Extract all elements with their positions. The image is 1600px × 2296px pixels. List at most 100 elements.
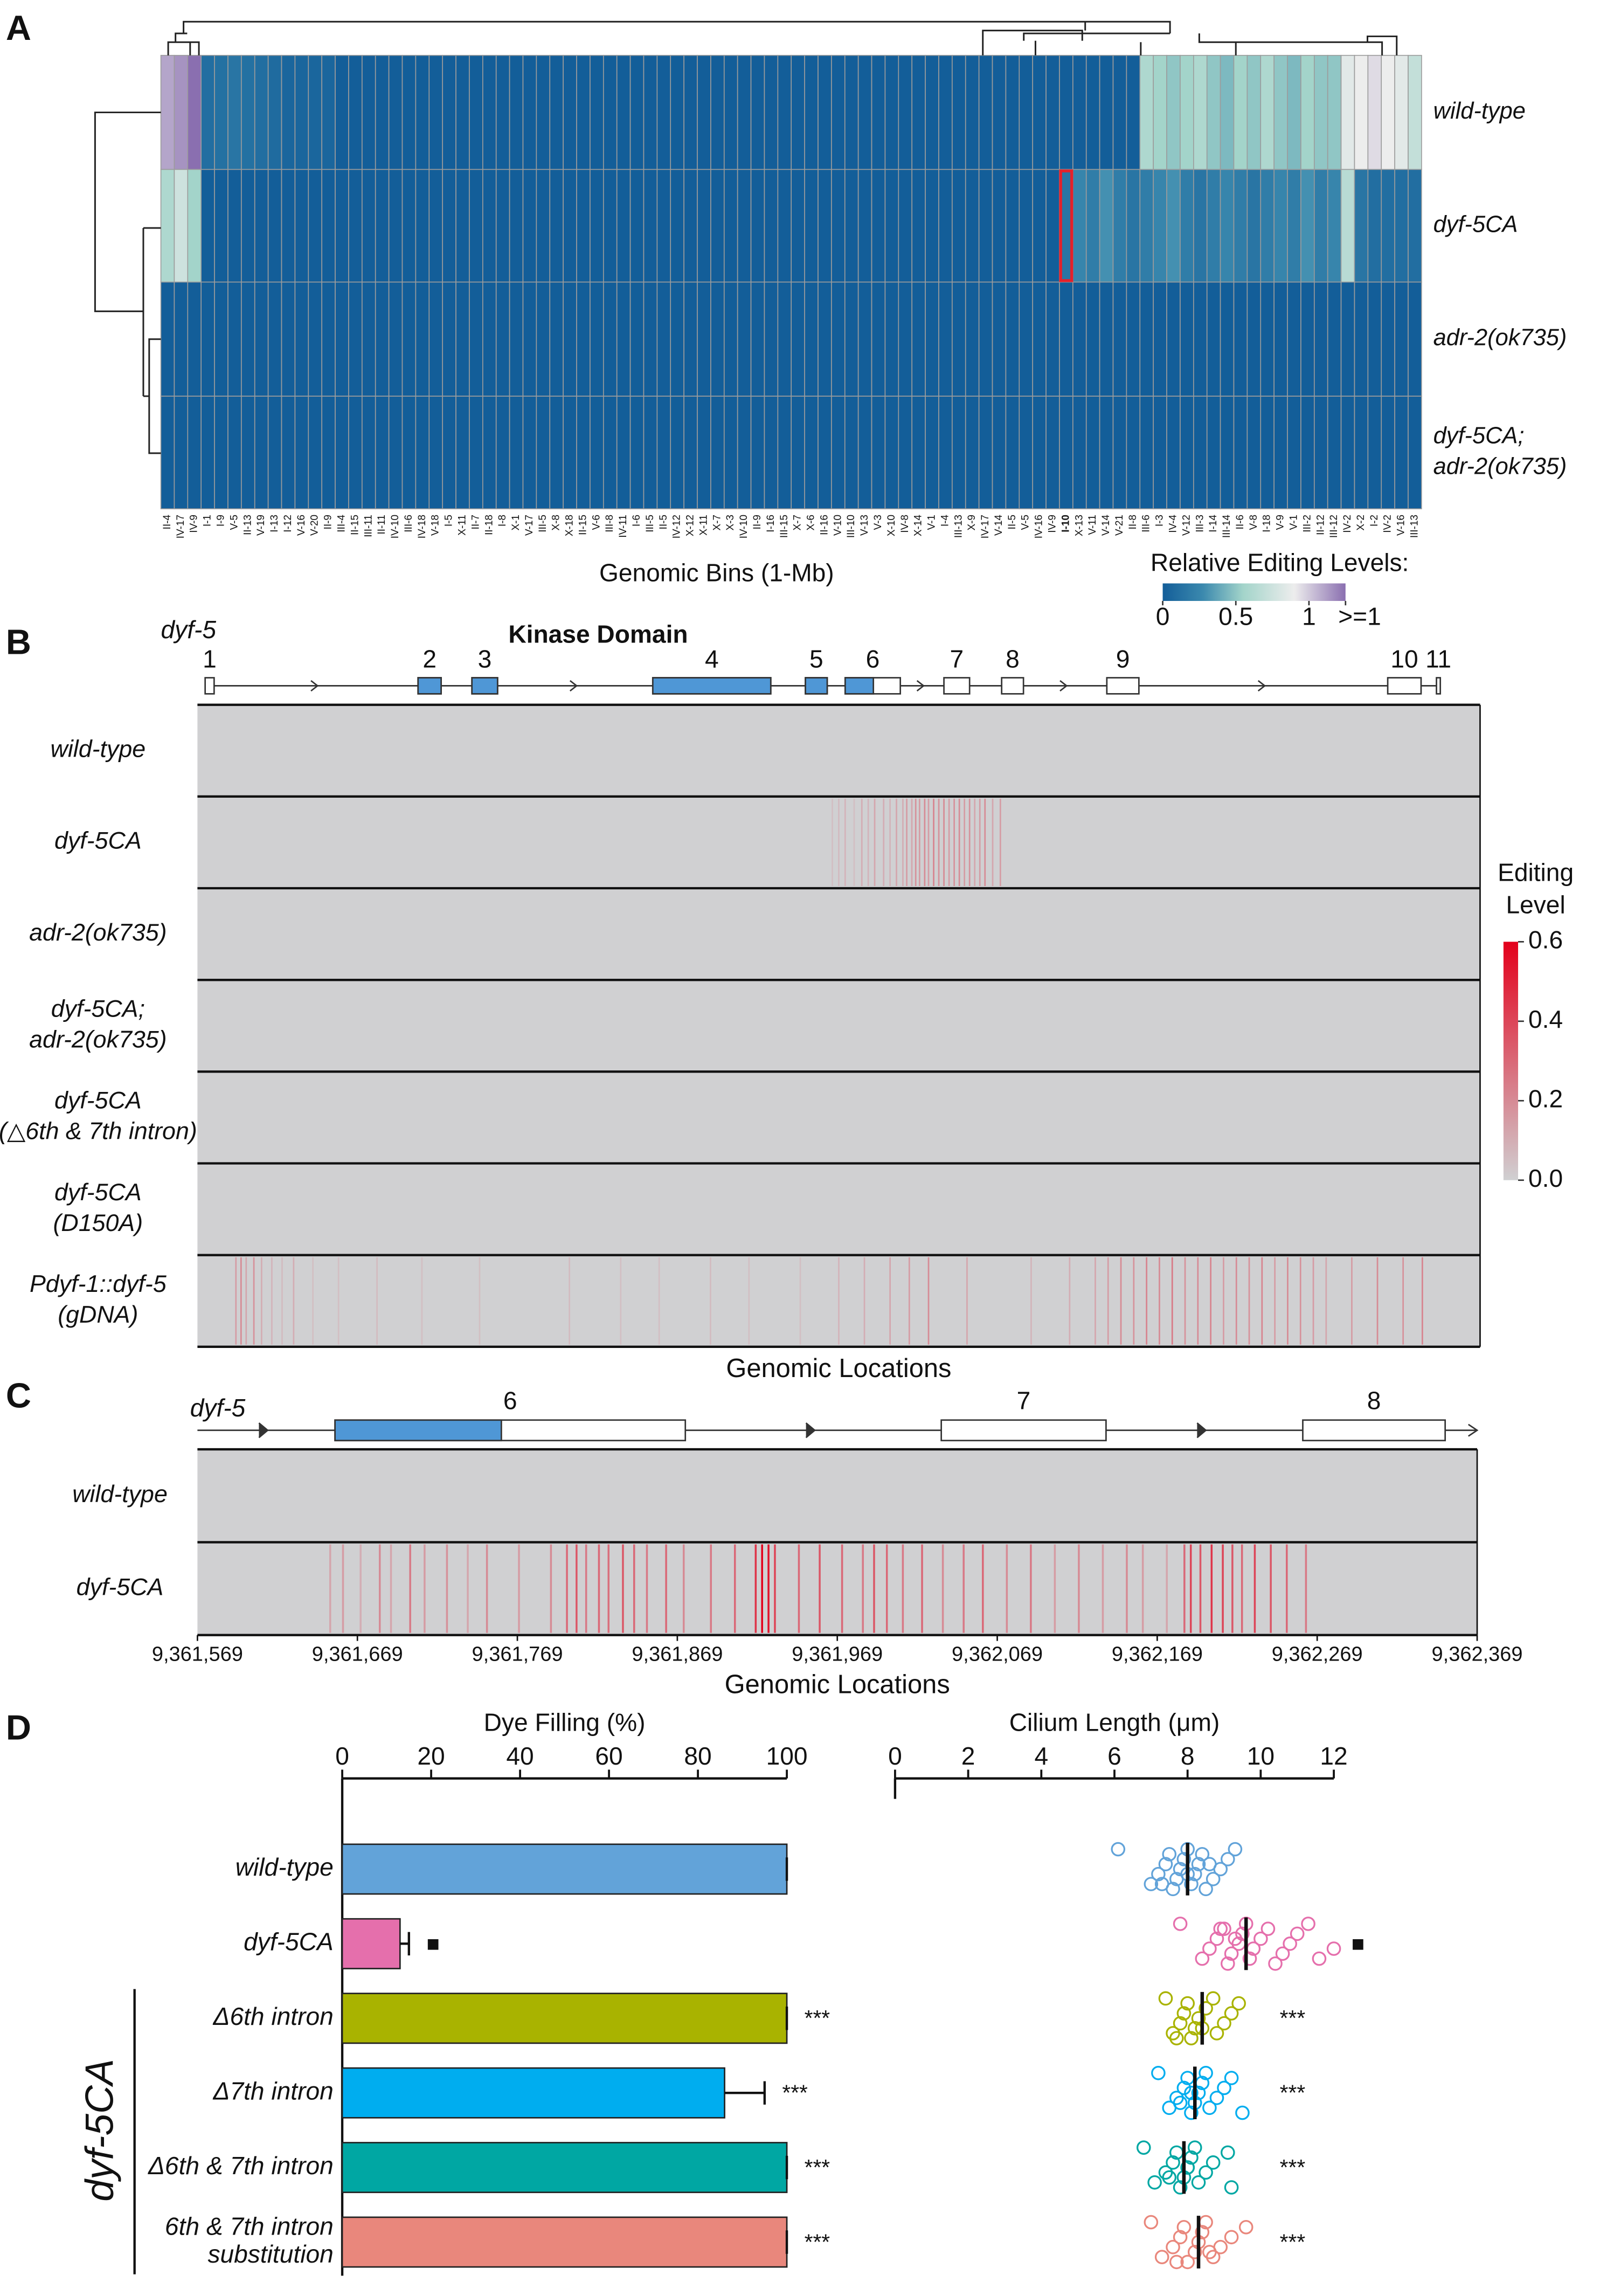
heatmap-cell xyxy=(174,281,189,397)
heatmap-cell xyxy=(1408,281,1422,397)
bin-label: X-13 xyxy=(1073,515,1085,536)
heatmap-cell xyxy=(469,54,483,170)
heatmap-cell xyxy=(375,281,390,397)
bin-label: III-4 xyxy=(336,515,348,532)
heatmap-cell xyxy=(683,54,698,170)
heatmap-cell xyxy=(764,54,779,170)
heatmap-cell xyxy=(1153,169,1167,283)
heatmap-cell xyxy=(415,281,430,397)
track xyxy=(197,1071,1480,1164)
point xyxy=(1221,1956,1235,1971)
heatmap-cell xyxy=(590,396,604,509)
heatmap-cell xyxy=(214,54,228,170)
heatmap-cell xyxy=(509,281,524,397)
x-tick-label: 20 xyxy=(417,1742,445,1770)
heatmap-cell xyxy=(1300,54,1315,170)
heatmap-cell xyxy=(1394,281,1409,397)
point xyxy=(1158,1991,1173,2006)
heatmap-cell xyxy=(214,169,228,283)
heatmap-cell xyxy=(1180,396,1194,509)
category-label: Δ6th & 7th intron xyxy=(148,2152,334,2180)
heatmap-cell xyxy=(629,54,645,170)
heatmap-cell xyxy=(857,169,872,283)
bin-label: V-9 xyxy=(1275,515,1286,530)
heatmap-cell xyxy=(643,281,658,397)
bin-label: V-17 xyxy=(524,515,535,536)
bin-label: V-21 xyxy=(1114,515,1125,536)
heatmap-cell xyxy=(509,54,524,170)
bin-label: II-15 xyxy=(349,515,361,535)
bin-label: V-14 xyxy=(993,515,1005,536)
colorbar-tick-label: 0.6 xyxy=(1528,926,1563,954)
point xyxy=(1221,1852,1235,1866)
significance: *** xyxy=(1280,2155,1306,2180)
heatmap-cell xyxy=(428,396,443,509)
x-tick-label: 100 xyxy=(766,1742,808,1770)
heatmap-cell xyxy=(308,54,322,170)
heatmap-cell xyxy=(791,281,805,397)
heatmap-cell xyxy=(1354,396,1369,509)
exon-label: 9 xyxy=(1116,645,1130,673)
point xyxy=(1173,2096,1188,2110)
bin-label: I-16 xyxy=(765,515,777,532)
exon xyxy=(940,1419,1107,1442)
colorbar-tick-label: 0.0 xyxy=(1528,1164,1563,1192)
row-label: dyf-5CA; xyxy=(1433,423,1525,449)
heatmap-cell xyxy=(1246,169,1262,283)
category-label: wild-type xyxy=(236,1853,334,1881)
track xyxy=(197,1163,1480,1255)
heatmap-cell xyxy=(482,169,497,283)
bin-label: IV-4 xyxy=(1168,515,1179,533)
point xyxy=(1173,1917,1188,1931)
bin-label: IV-17 xyxy=(980,515,991,538)
track-label: adr-2(ok735) xyxy=(29,1026,167,1053)
bin-label: I-5 xyxy=(444,515,455,527)
heatmap-cell xyxy=(1045,54,1060,170)
heatmap-cell xyxy=(174,169,189,283)
bin-label: X-11 xyxy=(457,515,468,536)
heatmap-cell xyxy=(1139,281,1154,397)
heatmap-cell xyxy=(241,396,255,509)
heatmap-cell xyxy=(1085,54,1100,170)
row-label: dyf-5CA xyxy=(1433,211,1518,237)
bar xyxy=(341,2142,788,2194)
heatmap-cell xyxy=(563,396,577,509)
heatmap-cell xyxy=(281,54,296,170)
heatmap-cell xyxy=(1019,169,1033,283)
point xyxy=(1224,2230,1239,2245)
heatmap-cell xyxy=(1246,281,1262,397)
point xyxy=(1173,2230,1188,2245)
bin-label: III-6 xyxy=(403,515,414,532)
heatmap-cell xyxy=(750,54,765,170)
x-tick-label: 2 xyxy=(961,1742,975,1770)
x-tick-label: 40 xyxy=(506,1742,534,1770)
bin-label: V-19 xyxy=(255,515,267,536)
heatmap-cell xyxy=(978,396,993,509)
category-label: 6th & 7th intron xyxy=(165,2212,334,2240)
heatmap-cell xyxy=(321,396,336,509)
bin-label: IV-16 xyxy=(1034,515,1045,538)
colorbar-tick-label: 0.5 xyxy=(1218,603,1253,631)
row-label: wild-type xyxy=(1433,98,1526,124)
x-tick-label: 9,362,169 xyxy=(1112,1643,1203,1666)
heatmap-cell xyxy=(1354,169,1369,283)
bin-label: V-16 xyxy=(1396,515,1407,536)
intron-arrow xyxy=(916,680,925,691)
heatmap-cell xyxy=(267,281,282,397)
heatmap-cell xyxy=(884,281,899,397)
heatmap-cell xyxy=(831,396,846,509)
bin-label: V-3 xyxy=(872,515,884,530)
heatmap-cell xyxy=(335,281,349,397)
point xyxy=(1166,2239,1180,2254)
heatmap-cell xyxy=(1180,54,1194,170)
x-tick-label: 9,362,069 xyxy=(952,1643,1043,1666)
heatmap-cell xyxy=(697,281,711,397)
heatmap-cell xyxy=(818,54,832,170)
heatmap-cell xyxy=(1340,54,1355,170)
heatmap-cell xyxy=(187,396,202,509)
heatmap-cell xyxy=(388,281,403,397)
heatmap-cell xyxy=(925,396,939,509)
heatmap-cell xyxy=(1139,54,1154,170)
significance: *** xyxy=(1280,2005,1306,2030)
heatmap-cell xyxy=(1300,169,1315,283)
